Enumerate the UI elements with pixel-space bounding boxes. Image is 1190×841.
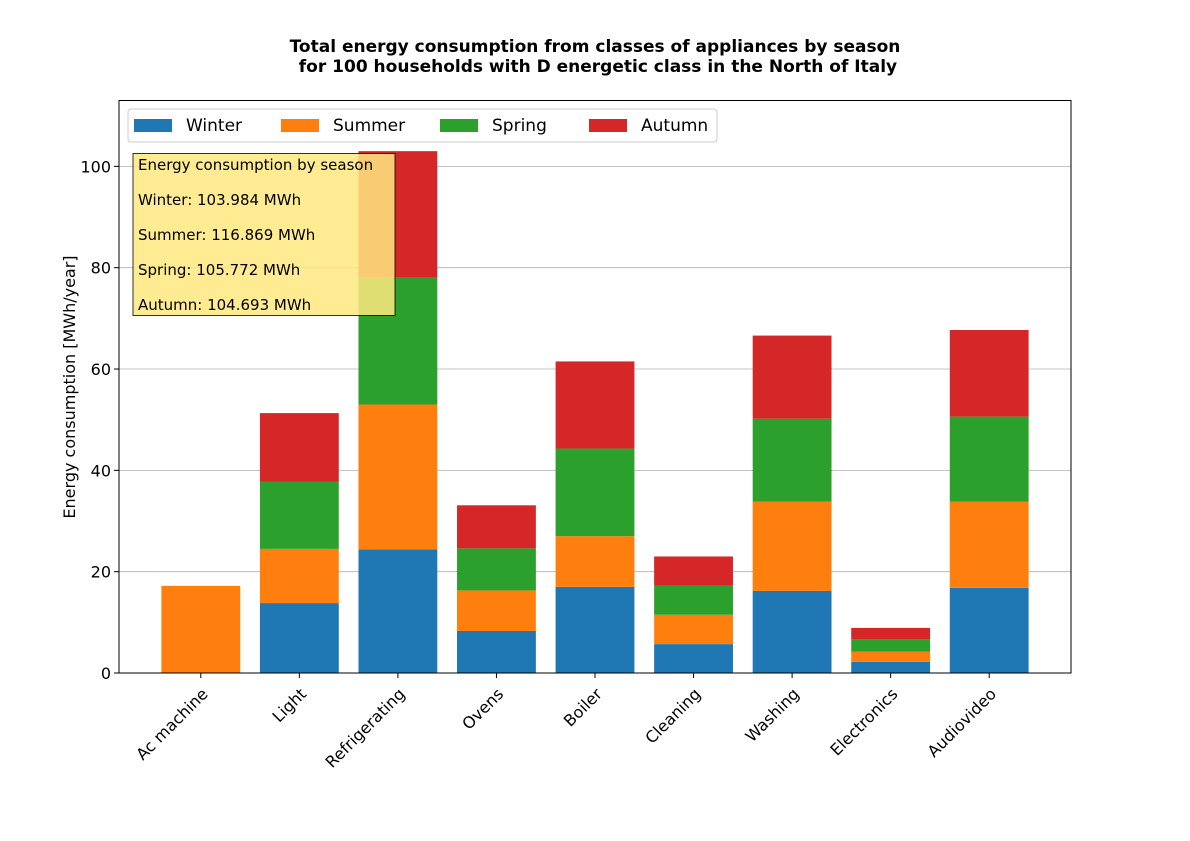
bar-summer-cleaning [654, 614, 733, 645]
bar-spring-electronics [851, 639, 931, 652]
bar-summer-washing [752, 501, 832, 591]
x-tick-label: Electronics [826, 684, 901, 759]
bar-summer-ac-machine [161, 585, 241, 673]
annotation-title: Energy consumption by season [138, 156, 373, 174]
y-tick-label: 100 [80, 157, 111, 176]
bar-spring-light [259, 481, 339, 549]
annotation-line: Summer: 116.869 MWh [138, 226, 315, 244]
bar-spring-audiovideo [949, 416, 1029, 502]
bar-summer-refrigerating [358, 404, 438, 550]
bar-autumn-boiler [555, 361, 635, 449]
annotation-line: Autumn: 104.693 MWh [138, 296, 311, 314]
legend-swatch-summer [281, 119, 319, 132]
y-tick-label: 40 [91, 461, 111, 480]
bar-spring-cleaning [654, 585, 733, 615]
bar-autumn-audiovideo [949, 330, 1029, 417]
legend-label-winter: Winter [186, 116, 242, 136]
y-tick-label: 80 [91, 259, 111, 278]
bar-winter-light [259, 603, 339, 673]
bar-autumn-light [259, 413, 339, 482]
bar-winter-boiler [555, 586, 635, 673]
chart-title-line2: for 100 households with D energetic clas… [293, 57, 897, 77]
bar-summer-boiler [555, 536, 635, 587]
y-tick-label: 60 [91, 360, 111, 379]
bar-winter-ovens [457, 630, 536, 673]
bar-summer-ovens [457, 590, 536, 631]
y-axis-ticks: 0 20 40 60 80 100 [80, 157, 119, 683]
bar-summer-light [259, 548, 339, 604]
annotation-line: Winter: 103.984 MWh [138, 191, 301, 209]
y-axis-label: Energy consumption [MWh/year] [60, 255, 79, 518]
x-tick-label: Washing [742, 684, 803, 745]
bar-autumn-cleaning [654, 556, 733, 586]
legend-label-summer: Summer [333, 116, 405, 136]
x-tick-label: Light [269, 684, 311, 726]
bar-winter-audiovideo [949, 587, 1029, 673]
x-tick-label: Cleaning [641, 684, 704, 747]
legend-swatch-spring [440, 119, 478, 132]
bar-autumn-electronics [851, 627, 931, 640]
x-tick-label: Ovens [458, 684, 507, 733]
annotation-frame [132, 153, 396, 316]
x-tick-label: Boiler [560, 684, 606, 730]
bar-summer-audiovideo [949, 501, 1029, 588]
chart-title-line1: Total energy consumption from classes of… [290, 37, 901, 57]
legend-swatch-winter [134, 119, 172, 132]
x-tick-label: Audiovideo [924, 684, 1001, 761]
x-tick-label: Ac machine [132, 684, 211, 763]
annotation-line: Spring: 105.772 MWh [138, 261, 300, 279]
y-tick-label: 0 [101, 664, 111, 683]
bar-autumn-ovens [457, 505, 536, 549]
x-axis-ticks: Ac machine Light Refrigerating Ovens Boiler C… [132, 673, 1000, 772]
legend-frame [127, 108, 718, 143]
bar-spring-boiler [555, 448, 635, 537]
legend-label-spring: Spring [492, 116, 547, 136]
x-tick-label: Refrigerating [322, 684, 409, 771]
y-tick-label: 20 [91, 563, 111, 582]
legend-swatch-autumn [589, 119, 627, 132]
bar-spring-washing [752, 418, 832, 502]
bar-autumn-washing [752, 335, 832, 419]
bar-winter-refrigerating [358, 549, 438, 673]
legend-label-autumn: Autumn [641, 116, 708, 136]
annotation-box: Energy consumption by season Winter: 103.… [132, 153, 396, 316]
bar-winter-washing [752, 590, 832, 673]
bars [161, 151, 1029, 673]
bar-spring-ovens [457, 548, 536, 591]
bar-summer-electronics [851, 651, 931, 662]
legend: Winter Summer Spring Autumn [127, 108, 718, 143]
bar-winter-cleaning [654, 644, 733, 673]
bar-winter-electronics [851, 661, 931, 673]
